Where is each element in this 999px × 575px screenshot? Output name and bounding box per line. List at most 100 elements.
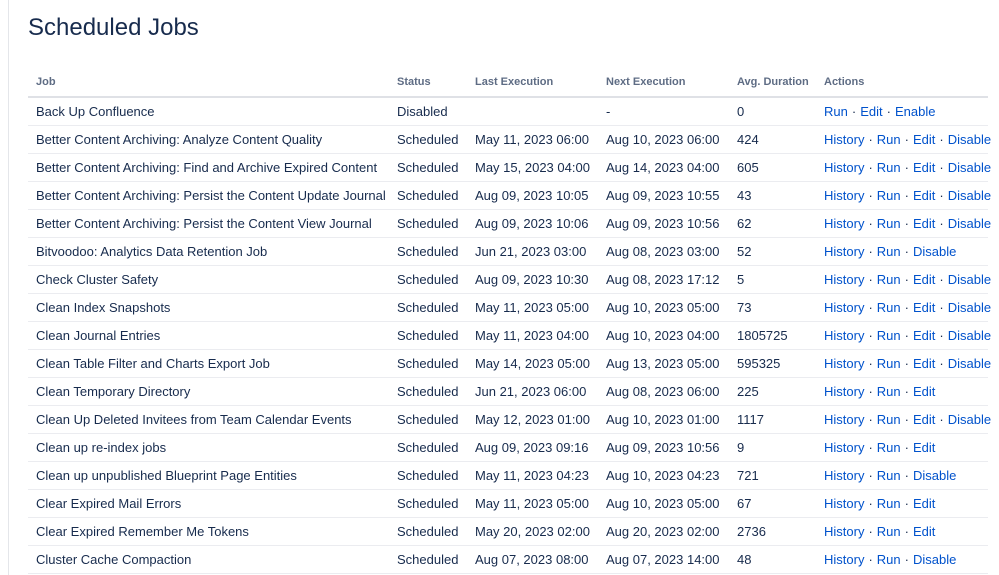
- action-link[interactable]: History: [824, 496, 865, 511]
- job-cell: Better Content Archiving: Persist the Co…: [28, 209, 389, 238]
- actions-cell: HistoryRunEditDisable: [816, 265, 991, 294]
- action-link[interactable]: Edit: [901, 356, 936, 371]
- status-cell: Scheduled: [389, 265, 467, 294]
- action-link[interactable]: Disable: [935, 132, 991, 147]
- action-link[interactable]: Edit: [901, 440, 936, 455]
- next-execution-cell: Aug 14, 2023 04:00: [598, 153, 729, 182]
- action-link[interactable]: Disable: [901, 244, 957, 259]
- job-cell: Clean up unpublished Blueprint Page Enti…: [28, 461, 389, 490]
- action-link[interactable]: Edit: [901, 384, 936, 399]
- action-link[interactable]: History: [824, 132, 865, 147]
- job-cell: Clear Expired Remember Me Tokens: [28, 517, 389, 546]
- column-header: Actions: [816, 68, 988, 98]
- action-link[interactable]: Disable: [935, 216, 991, 231]
- last-execution-cell: Aug 07, 2023 08:00: [467, 545, 598, 574]
- action-link[interactable]: Edit: [901, 272, 936, 287]
- avg-duration-cell: 52: [729, 237, 816, 266]
- action-link[interactable]: Run: [824, 104, 848, 119]
- action-link[interactable]: Edit: [901, 496, 936, 511]
- next-execution-cell: Aug 13, 2023 05:00: [598, 349, 729, 378]
- action-link[interactable]: Run: [864, 132, 900, 147]
- job-cell: Check Cluster Safety: [28, 265, 389, 294]
- action-link[interactable]: Enable: [883, 104, 936, 119]
- action-link[interactable]: Edit: [901, 216, 936, 231]
- action-link[interactable]: History: [824, 216, 865, 231]
- job-cell: Clear Expired Mail Errors: [28, 489, 389, 518]
- action-link[interactable]: History: [824, 440, 865, 455]
- actions-cell: HistoryRunEditDisable: [816, 349, 991, 378]
- action-link[interactable]: History: [824, 356, 865, 371]
- action-link[interactable]: History: [824, 188, 865, 203]
- actions-cell: HistoryRunEdit: [816, 517, 988, 546]
- action-link[interactable]: Disable: [935, 356, 991, 371]
- header-row: Job Status Last Execution Next Execution Avg…: [28, 68, 988, 98]
- actions-cell: HistoryRunEditDisable: [816, 293, 991, 322]
- action-link[interactable]: Edit: [901, 132, 936, 147]
- action-link[interactable]: Edit: [901, 160, 936, 175]
- job-row: Better Content Archiving: Analyze Conten…: [28, 125, 991, 154]
- action-link[interactable]: Run: [864, 244, 900, 259]
- action-link[interactable]: Disable: [935, 412, 991, 427]
- action-link[interactable]: History: [824, 272, 865, 287]
- action-link[interactable]: Run: [864, 384, 900, 399]
- action-link[interactable]: Disable: [935, 272, 991, 287]
- action-link[interactable]: History: [824, 524, 865, 539]
- action-link[interactable]: Run: [864, 356, 900, 371]
- actions-cell: HistoryRunEditDisable: [816, 125, 991, 154]
- action-link[interactable]: Disable: [935, 328, 991, 343]
- job-cell: Cluster Cache Compaction: [28, 545, 389, 574]
- status-cell: Disabled: [389, 97, 467, 126]
- next-execution-cell: Aug 10, 2023 05:00: [598, 293, 729, 322]
- avg-duration-cell: 67: [729, 489, 816, 518]
- action-link[interactable]: Disable: [935, 300, 991, 315]
- action-link[interactable]: Run: [864, 524, 900, 539]
- job-cell: Clean Index Snapshots: [28, 293, 389, 322]
- action-link[interactable]: Run: [864, 412, 900, 427]
- action-link[interactable]: Disable: [935, 160, 991, 175]
- action-link[interactable]: Run: [864, 468, 900, 483]
- action-link[interactable]: History: [824, 160, 865, 175]
- action-link[interactable]: History: [824, 468, 865, 483]
- action-link[interactable]: History: [824, 244, 865, 259]
- next-execution-cell: Aug 10, 2023 06:00: [598, 125, 729, 154]
- last-execution-cell: May 11, 2023 05:00: [467, 489, 598, 518]
- avg-duration-cell: 5: [729, 265, 816, 294]
- avg-duration-cell: 1805725: [729, 321, 816, 350]
- content-frame: [8, 0, 999, 575]
- job-row: Better Content Archiving: Persist the Co…: [28, 181, 991, 210]
- avg-duration-cell: 73: [729, 293, 816, 322]
- last-execution-cell: Aug 09, 2023 09:16: [467, 433, 598, 462]
- action-link[interactable]: Edit: [901, 524, 936, 539]
- next-execution-cell: Aug 08, 2023 03:00: [598, 237, 729, 266]
- action-link[interactable]: Disable: [901, 468, 957, 483]
- column-header: Avg. Duration: [729, 68, 816, 98]
- job-row: Clear Expired Mail Errors Scheduled May 11…: [28, 489, 988, 518]
- action-link[interactable]: History: [824, 328, 865, 343]
- action-link[interactable]: History: [824, 552, 865, 567]
- action-link[interactable]: Edit: [848, 104, 883, 119]
- action-link[interactable]: Disable: [935, 188, 991, 203]
- action-link[interactable]: Edit: [901, 328, 936, 343]
- last-execution-cell: Aug 09, 2023 10:30: [467, 265, 598, 294]
- action-link[interactable]: Run: [864, 160, 900, 175]
- action-link[interactable]: History: [824, 300, 865, 315]
- action-link[interactable]: History: [824, 384, 865, 399]
- action-link[interactable]: Run: [864, 496, 900, 511]
- avg-duration-cell: 1117: [729, 405, 816, 434]
- action-link[interactable]: Edit: [901, 300, 936, 315]
- avg-duration-cell: 62: [729, 209, 816, 238]
- action-link[interactable]: Run: [864, 300, 900, 315]
- action-link[interactable]: Run: [864, 328, 900, 343]
- action-link[interactable]: Disable: [901, 552, 957, 567]
- action-link[interactable]: Run: [864, 272, 900, 287]
- action-link[interactable]: Run: [864, 188, 900, 203]
- action-link[interactable]: Edit: [901, 188, 936, 203]
- avg-duration-cell: 43: [729, 181, 816, 210]
- action-link[interactable]: History: [824, 412, 865, 427]
- action-link[interactable]: Run: [864, 440, 900, 455]
- action-link[interactable]: Run: [864, 552, 900, 567]
- avg-duration-cell: 9: [729, 433, 816, 462]
- action-link[interactable]: Edit: [901, 412, 936, 427]
- action-link[interactable]: Run: [864, 216, 900, 231]
